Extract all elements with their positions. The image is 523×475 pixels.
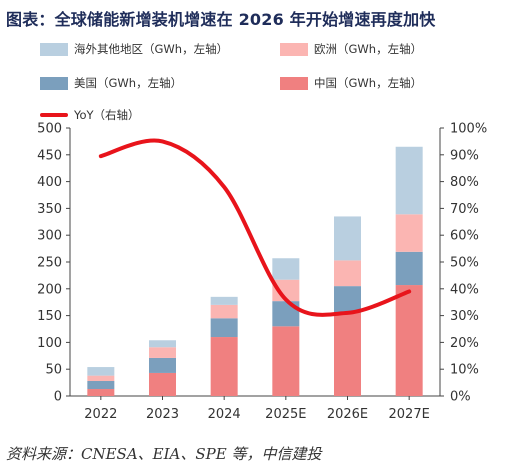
bar-segment [149,372,176,396]
bar-segment [334,312,361,396]
y-right-tick-label: 30% [450,309,479,324]
bar-segment [210,296,238,305]
bar-segment [272,301,300,327]
x-tick-label: 2025E [265,407,306,422]
y-left-tick-label: 150 [37,309,62,324]
y-left-tick-label: 400 [37,175,62,190]
legend-label-china: 中国（GWh，左轴） [314,76,423,90]
y-right-tick-label: 100% [450,122,487,137]
legend-swatch-china [280,76,308,90]
legend-line-yoy [40,113,68,117]
bar-segment [334,216,361,261]
chart-legend: 海外其他地区（GWh，左轴） 欧洲（GWh，左轴） 美国（GWh，左轴） 中国（… [0,0,523,130]
x-tick-label: 2027E [389,407,430,422]
legend-item-usa: 美国（GWh，左轴） [40,76,182,90]
y-left-tick-label: 50 [45,363,62,378]
y-right-tick-label: 90% [450,148,479,163]
x-tick-label: 2024 [208,407,241,422]
legend-label-usa: 美国（GWh，左轴） [74,76,183,90]
y-right-tick-label: 0% [450,390,471,405]
bar-segment [334,260,361,287]
y-left-tick-label: 0 [54,390,62,405]
y-right-tick-label: 80% [450,175,479,190]
y-right-tick-label: 40% [450,282,479,297]
bar-segment [87,375,115,381]
bar-segment [149,347,176,358]
bar-segment [395,285,423,396]
legend-swatch-overseas [40,42,68,56]
chart-source: 资料来源：CNESA、EIA、SPE 等，中信建投 [6,445,322,463]
bar-segment [210,318,238,338]
bar-segment [149,340,176,348]
y-left-tick-label: 200 [37,282,62,297]
yoy-line [98,138,412,317]
legend-label-europe: 欧洲（GWh，左轴） [314,42,423,56]
bar-segment [395,251,423,286]
y-right-tick-label: 70% [450,202,479,217]
y-left-tick-label: 100 [37,336,62,351]
y-left-tick-label: 350 [37,202,62,217]
legend-item-china: 中国（GWh，左轴） [280,76,422,90]
y-right-tick-label: 50% [450,256,479,271]
x-tick-label: 2026E [327,407,368,422]
bar-segment [395,146,423,215]
x-tick-label: 2023 [146,407,179,422]
x-tick-label: 2022 [84,407,117,422]
bar-segment [272,326,300,396]
bar-segment [87,380,115,390]
legend-item-europe: 欧洲（GWh，左轴） [280,42,422,56]
legend-item-yoy: YoY（右轴） [40,108,140,122]
bar-segment [210,304,238,319]
bar-segment [149,357,176,373]
bar-segment [395,214,423,252]
bar-segment [272,258,300,280]
bar-segment [334,286,361,313]
legend-item-overseas: 海外其他地区（GWh，左轴） [40,42,228,56]
y-right-tick-label: 20% [450,336,479,351]
legend-swatch-usa [40,76,68,90]
legend-swatch-europe [280,42,308,56]
y-left-tick-label: 250 [37,256,62,271]
y-right-tick-label: 10% [450,363,479,378]
legend-label-yoy: YoY（右轴） [74,108,140,122]
y-left-tick-label: 450 [37,148,62,163]
y-right-tick-label: 60% [450,229,479,244]
y-left-tick-label: 300 [37,229,62,244]
bar-segment [210,337,238,396]
chart-title: 图表：全球储能新增装机增速在 2026 年开始增速再度加快 [6,10,436,29]
y-left-tick-label: 500 [37,122,62,137]
bar-segment [87,367,115,376]
bar-segment [272,279,300,302]
bar-segment [87,389,115,396]
legend-label-overseas: 海外其他地区（GWh，左轴） [74,42,229,56]
